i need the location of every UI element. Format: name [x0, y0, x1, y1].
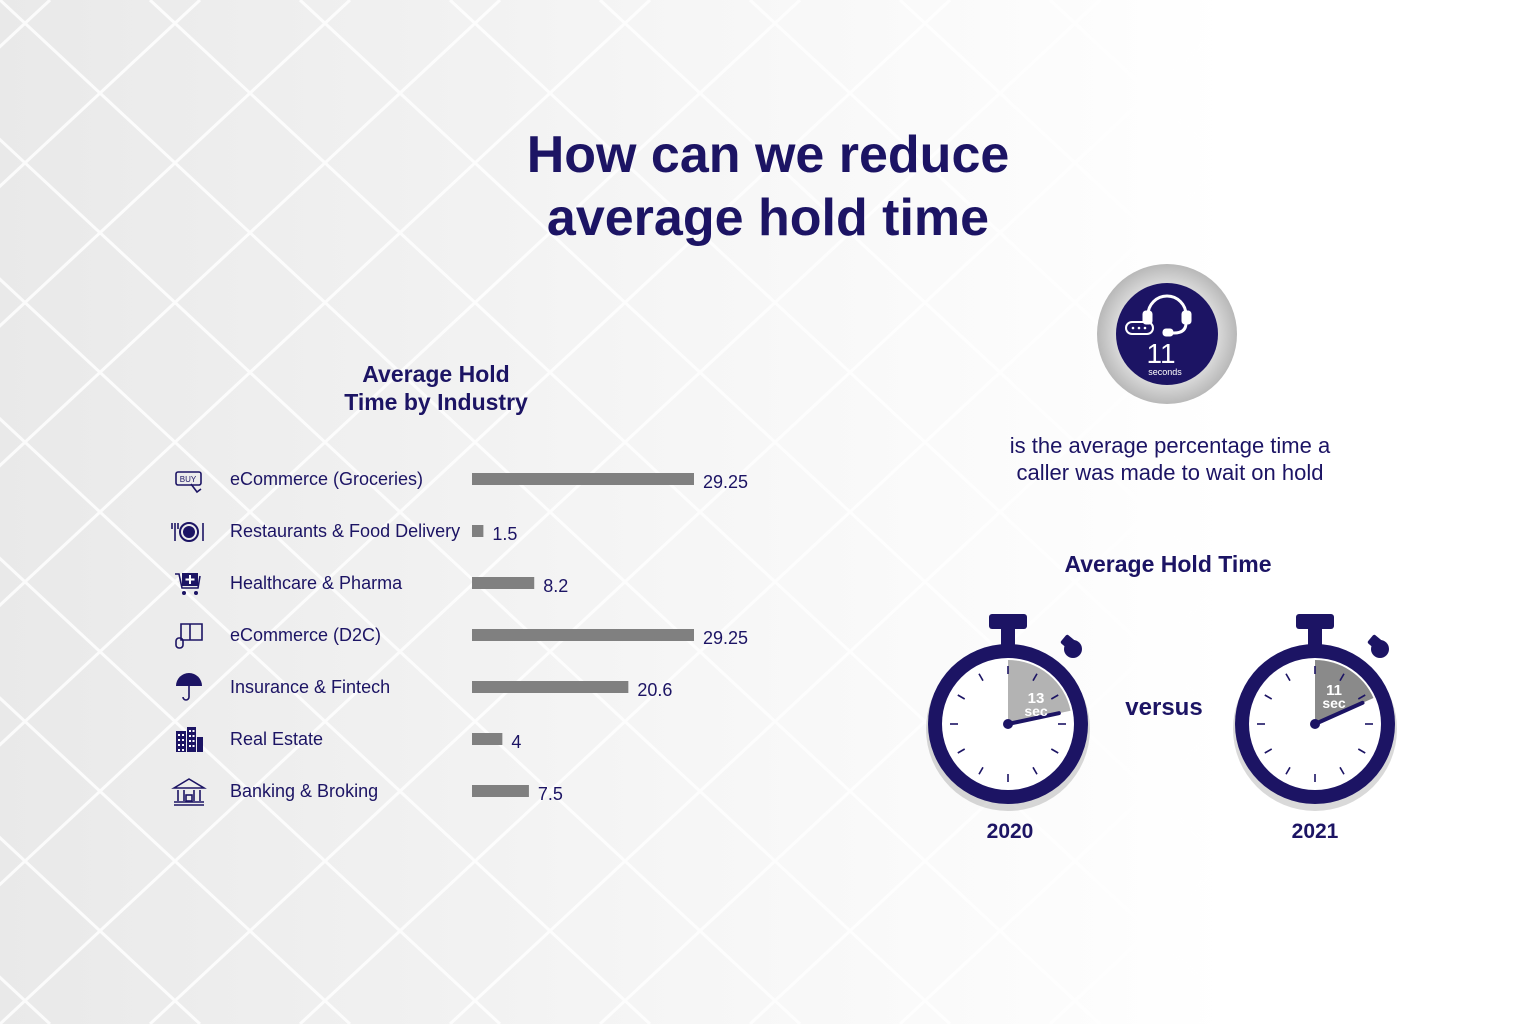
bar [472, 629, 694, 641]
page-title-line-2: average hold time [546, 189, 990, 247]
umbrella-icon [176, 673, 202, 701]
bar-label: Banking & Broking [230, 781, 378, 801]
elapsed-wedge [1008, 660, 1071, 724]
industry-bar-chart: BUY eCommerce (Groceries) 29.25 Restaurants… [171, 469, 748, 806]
medical-cart-icon [175, 573, 201, 595]
page-title-line-1: How can we reduce [526, 126, 1010, 184]
versus-label: versus [1125, 694, 1203, 721]
bar [472, 473, 694, 485]
bar-label: Insurance & Fintech [230, 677, 390, 697]
bar-value-label: 8.2 [543, 576, 568, 596]
stopwatch-hand [1313, 700, 1365, 726]
stopwatch-unit: sec [1024, 703, 1048, 719]
chart-title-line-1: Average Hold [362, 361, 510, 387]
stopwatch-seconds: 11 [1326, 682, 1342, 699]
stopwatch-unit: sec [1322, 695, 1346, 711]
buildings-icon [176, 727, 203, 752]
bar-value-label: 29.25 [703, 628, 748, 648]
badge-description-line-1: is the average percentage time a [1009, 433, 1331, 458]
bar-value-label: 29.25 [703, 472, 748, 492]
hold-time-badge: 11 seconds [1097, 264, 1237, 404]
bar-label: eCommerce (D2C) [230, 625, 381, 645]
bar-value-label: 4 [511, 732, 521, 752]
book-mouse-icon [175, 623, 203, 649]
bar-label: eCommerce (Groceries) [230, 469, 423, 489]
bar-value-label: 7.5 [538, 784, 563, 804]
bar-label: Real Estate [230, 729, 323, 749]
bar-label: Healthcare & Pharma [230, 573, 403, 593]
year-label-2021: 2021 [1291, 820, 1339, 843]
badge-number: 11 [1146, 338, 1175, 369]
bank-icon [171, 778, 207, 806]
badge-description: is the average percentage time a caller … [980, 432, 1360, 486]
badge-description-line-2: caller was made to wait on hold [1016, 460, 1324, 485]
stopwatch-hand [1006, 711, 1061, 726]
svg-text:BUY: BUY [180, 475, 197, 484]
chart-title: Average Hold Time by Industry [286, 360, 586, 416]
hold-time-title: Average Hold Time [1064, 551, 1272, 577]
plate-icon [171, 522, 204, 542]
headset-icon [1125, 294, 1192, 337]
bar-value-label: 1.5 [492, 524, 517, 544]
bar [472, 577, 535, 589]
page-title: How can we reduce average hold time [418, 124, 1118, 250]
bar [472, 681, 629, 693]
badge-unit: seconds [1148, 367, 1182, 377]
elapsed-wedge [1315, 660, 1374, 724]
stopwatch-seconds: 13 [1028, 690, 1045, 707]
bar [472, 785, 529, 797]
bar [472, 733, 503, 745]
bar-label: Restaurants & Food Delivery [230, 521, 460, 541]
year-label-2020: 2020 [986, 820, 1034, 843]
chart-title-line-2: Time by Industry [344, 389, 528, 415]
bar [472, 525, 484, 537]
buy-icon: BUY [175, 471, 202, 494]
bar-value-label: 20.6 [637, 680, 672, 700]
